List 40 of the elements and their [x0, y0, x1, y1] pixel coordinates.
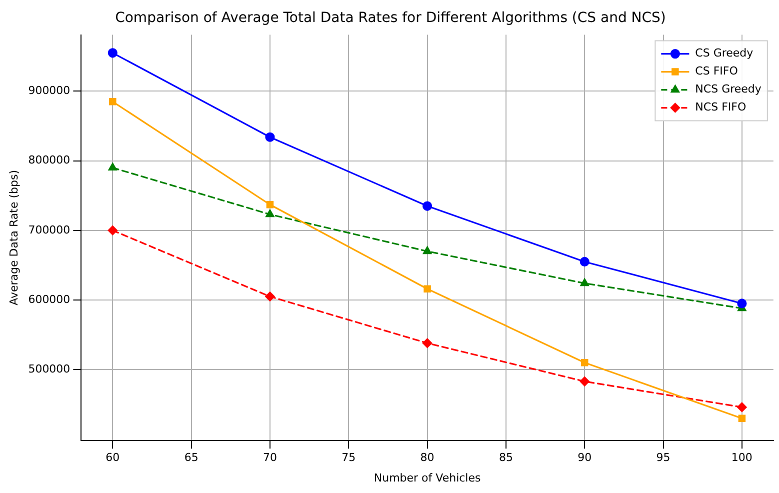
- point: [108, 226, 118, 236]
- legend-label: CS Greedy: [695, 46, 754, 60]
- point: [580, 278, 589, 286]
- point: [738, 414, 746, 422]
- chart-title: Comparison of Average Total Data Rates for Different Algorithms (CS and NCS): [115, 10, 666, 26]
- y-tick-label: 900000: [28, 84, 70, 98]
- legend-label: NCS Greedy: [695, 82, 762, 96]
- point: [580, 256, 590, 267]
- point: [265, 132, 275, 142]
- point: [424, 285, 431, 292]
- point: [423, 246, 432, 254]
- y-tick-label: 600000: [28, 292, 70, 306]
- x-tick-label: 95: [656, 451, 670, 464]
- point: [580, 359, 588, 366]
- legend-label: NCS FIFO: [695, 100, 746, 114]
- point: [737, 402, 747, 412]
- point: [422, 338, 432, 348]
- x-tick-label: 70: [262, 451, 277, 464]
- x-tick-label: 60: [106, 451, 120, 464]
- point: [737, 298, 747, 308]
- point: [265, 292, 275, 302]
- y-tick-label: 800000: [28, 154, 70, 167]
- x-tick-label: 65: [184, 451, 198, 464]
- point: [266, 210, 274, 218]
- x-tick-label: 85: [498, 451, 513, 464]
- x-axis-title: Number of Vehicles: [374, 471, 481, 484]
- y-tick-label: 500000: [28, 362, 70, 376]
- point: [109, 98, 116, 106]
- x-tick-label: 100: [731, 451, 752, 464]
- legend-label: CS FIFO: [695, 64, 738, 78]
- y-axis-title: Average Data Rate (bps): [7, 170, 20, 306]
- point: [108, 162, 117, 171]
- point: [108, 48, 118, 58]
- point: [580, 376, 590, 386]
- x-tick-label: 80: [420, 451, 434, 464]
- y-tick-label: 700000: [28, 223, 70, 236]
- point: [422, 201, 432, 211]
- x-tick-label: 75: [342, 451, 356, 464]
- point: [266, 201, 274, 208]
- x-tick-label: 90: [578, 451, 592, 464]
